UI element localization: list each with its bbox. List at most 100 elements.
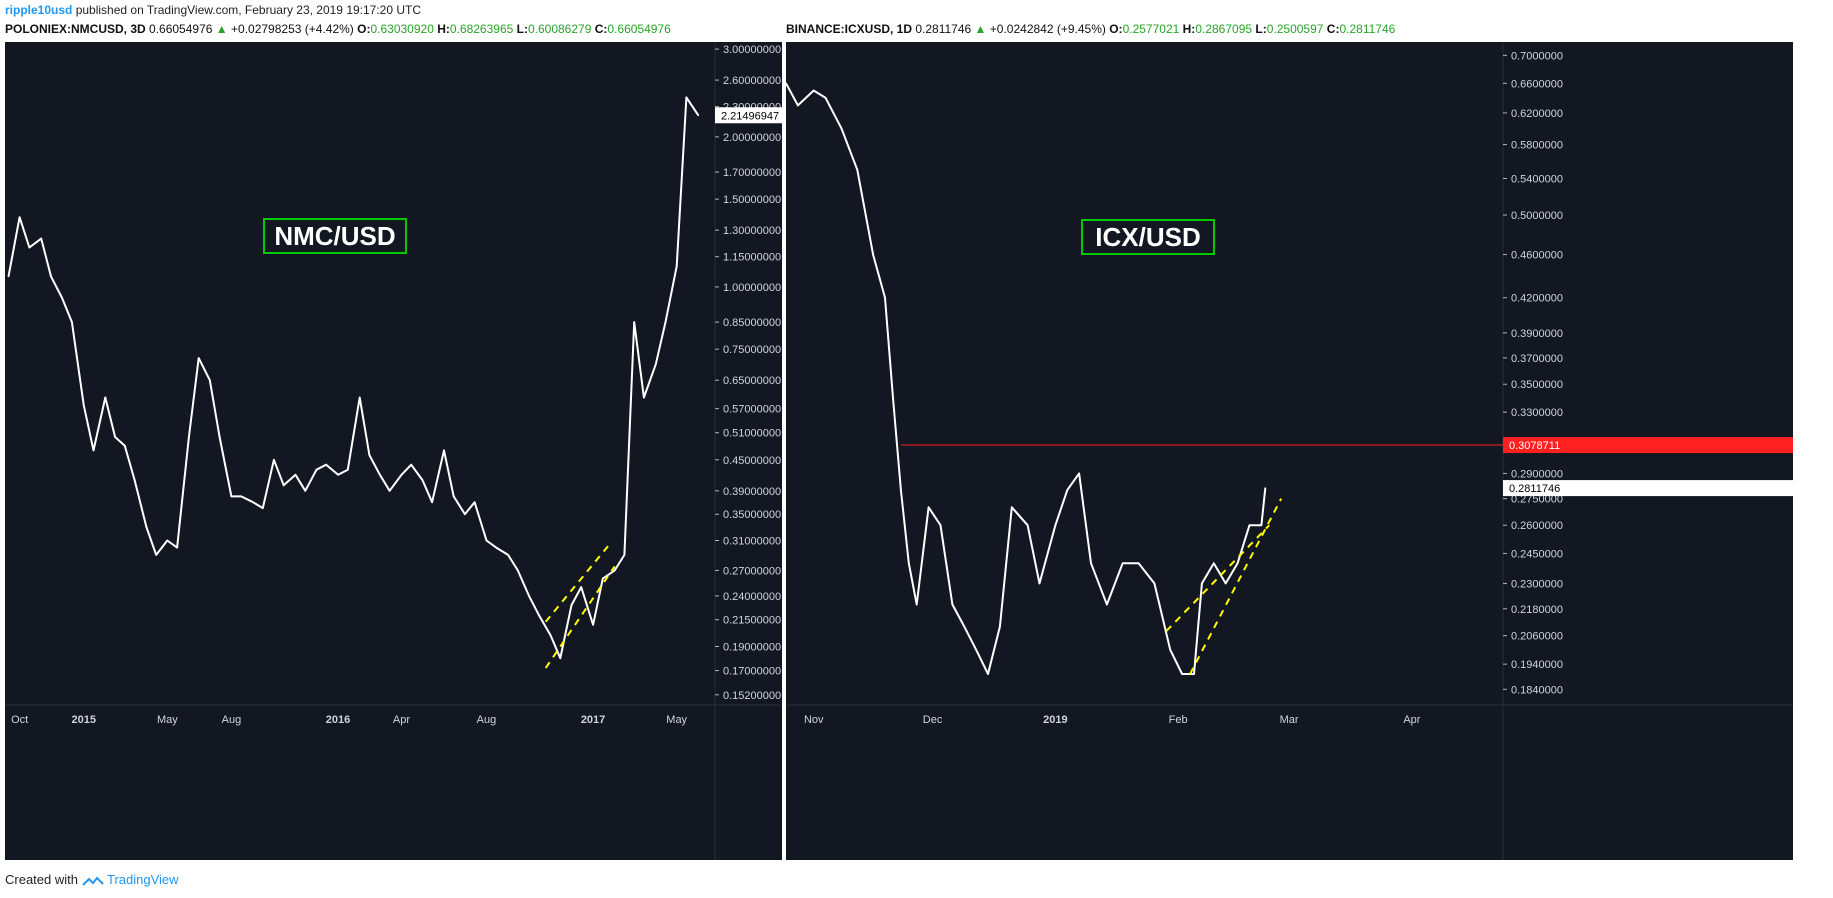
y-tick-label: 0.4200000 (1511, 293, 1563, 305)
high-value: 0.2867095 (1195, 22, 1253, 36)
price-point (664, 321, 667, 323)
y-tick-label: 2.60000000 (723, 75, 781, 87)
price-point (884, 296, 886, 299)
price-point (452, 495, 455, 498)
nmc-usd-chart[interactable]: 3.000000002.600000002.300000002.00000000… (5, 42, 782, 860)
price-point (927, 506, 930, 509)
resistance-price-tag (1503, 437, 1793, 454)
price-point (1054, 524, 1057, 526)
price-point (388, 490, 391, 492)
x-tick-label: Dec (923, 714, 943, 726)
price-point (939, 524, 942, 526)
price-point (7, 275, 10, 278)
price-point (197, 357, 200, 359)
price-point (908, 562, 910, 564)
price-point (294, 474, 297, 476)
price-point (1193, 673, 1195, 675)
price-point (347, 468, 349, 471)
price-point (559, 657, 562, 659)
price-point (464, 513, 466, 515)
price-point (82, 404, 85, 406)
price-point (1078, 472, 1080, 475)
pair-label-box (263, 218, 407, 254)
up-arrow-icon: ▲ (974, 22, 987, 36)
y-tick-label: 0.27000000 (723, 565, 781, 577)
price-point (1090, 562, 1092, 564)
y-tick-label: 0.6200000 (1511, 108, 1563, 120)
y-tick-label: 0.3500000 (1511, 379, 1563, 391)
price-point (133, 479, 136, 481)
y-tick-label: 0.4600000 (1511, 250, 1563, 262)
last-price-label: 0.2811746 (1509, 483, 1560, 495)
author-link[interactable]: ripple10usd (5, 3, 73, 17)
price-point (963, 625, 966, 628)
chart-background (5, 42, 782, 860)
price-change: +0.0242842 (+9.45%) (989, 22, 1106, 36)
price-point (166, 539, 169, 542)
tradingview-link[interactable]: TradingView (107, 872, 179, 887)
x-tick-label: Apr (1403, 714, 1420, 726)
x-tick-label: Aug (477, 714, 497, 726)
price-point (188, 436, 190, 438)
price-point (485, 539, 488, 542)
y-tick-label: 0.57000000 (723, 404, 781, 416)
price-point (104, 396, 107, 399)
y-tick-label: 0.5800000 (1511, 140, 1563, 152)
ohlc-legend-right: BINANCE:ICXUSD, 1D 0.2811746 ▲ +0.024284… (786, 22, 1395, 36)
price-point (812, 89, 815, 92)
price-point (1201, 582, 1203, 585)
price-point (40, 237, 42, 240)
y-tick-label: 0.45000000 (723, 455, 781, 467)
y-tick-label: 0.65000000 (723, 375, 781, 387)
y-tick-label: 0.75000000 (723, 344, 781, 356)
price-point (549, 634, 552, 637)
high-value: 0.68263965 (449, 22, 514, 36)
y-tick-label: 0.39000000 (723, 486, 781, 498)
price-point (273, 459, 275, 461)
price-point (410, 463, 413, 466)
price-point (872, 253, 874, 256)
last-price: 0.2811746 (915, 22, 972, 36)
y-tick-label: 1.50000000 (723, 194, 781, 206)
price-point (602, 577, 604, 580)
created-with-text: Created with (5, 872, 78, 887)
pair-label-box (1081, 219, 1215, 255)
price-point (507, 554, 509, 556)
open-value: 0.2577021 (1122, 22, 1180, 36)
y-tick-label: 0.3700000 (1511, 353, 1563, 365)
y-tick-label: 0.2180000 (1511, 604, 1563, 616)
open-label: O: (357, 22, 371, 36)
price-point (655, 363, 657, 366)
x-tick-label: 2017 (581, 714, 605, 726)
price-point (114, 436, 116, 438)
price-change: +0.02798253 (+4.42%) (231, 22, 354, 36)
price-point (421, 479, 424, 481)
x-tick-label: Oct (11, 714, 28, 726)
price-point (473, 501, 476, 504)
price-point (209, 379, 211, 382)
price-point (623, 554, 626, 556)
price-point (1137, 562, 1140, 564)
y-tick-label: 0.2600000 (1511, 520, 1563, 532)
y-tick-label: 0.2450000 (1511, 548, 1563, 560)
price-point (262, 507, 264, 509)
y-tick-label: 0.3300000 (1511, 407, 1563, 419)
y-tick-label: 0.2750000 (1511, 494, 1563, 506)
pair-label: ICX/USD (1095, 222, 1200, 252)
price-point (379, 474, 381, 476)
last-price: 0.66054976 (149, 22, 213, 36)
y-tick-label: 0.1940000 (1511, 659, 1563, 671)
price-point (368, 454, 371, 456)
low-value: 0.2500597 (1266, 22, 1324, 36)
price-point (915, 603, 918, 606)
tradingview-logo-icon (81, 876, 104, 886)
trendline (544, 543, 611, 623)
high-label: H: (437, 22, 450, 36)
last-price-tag (715, 107, 782, 124)
icx-usd-chart[interactable]: 0.7000000 0.6600000 0.6200000 0.5800000 0.54… (786, 42, 1793, 860)
close-value: 0.2811746 (1339, 22, 1396, 36)
x-tick-label: 2015 (71, 714, 95, 726)
price-point (592, 624, 594, 626)
close-label: C: (1326, 22, 1340, 36)
y-tick-label: 1.00000000 (723, 282, 781, 294)
